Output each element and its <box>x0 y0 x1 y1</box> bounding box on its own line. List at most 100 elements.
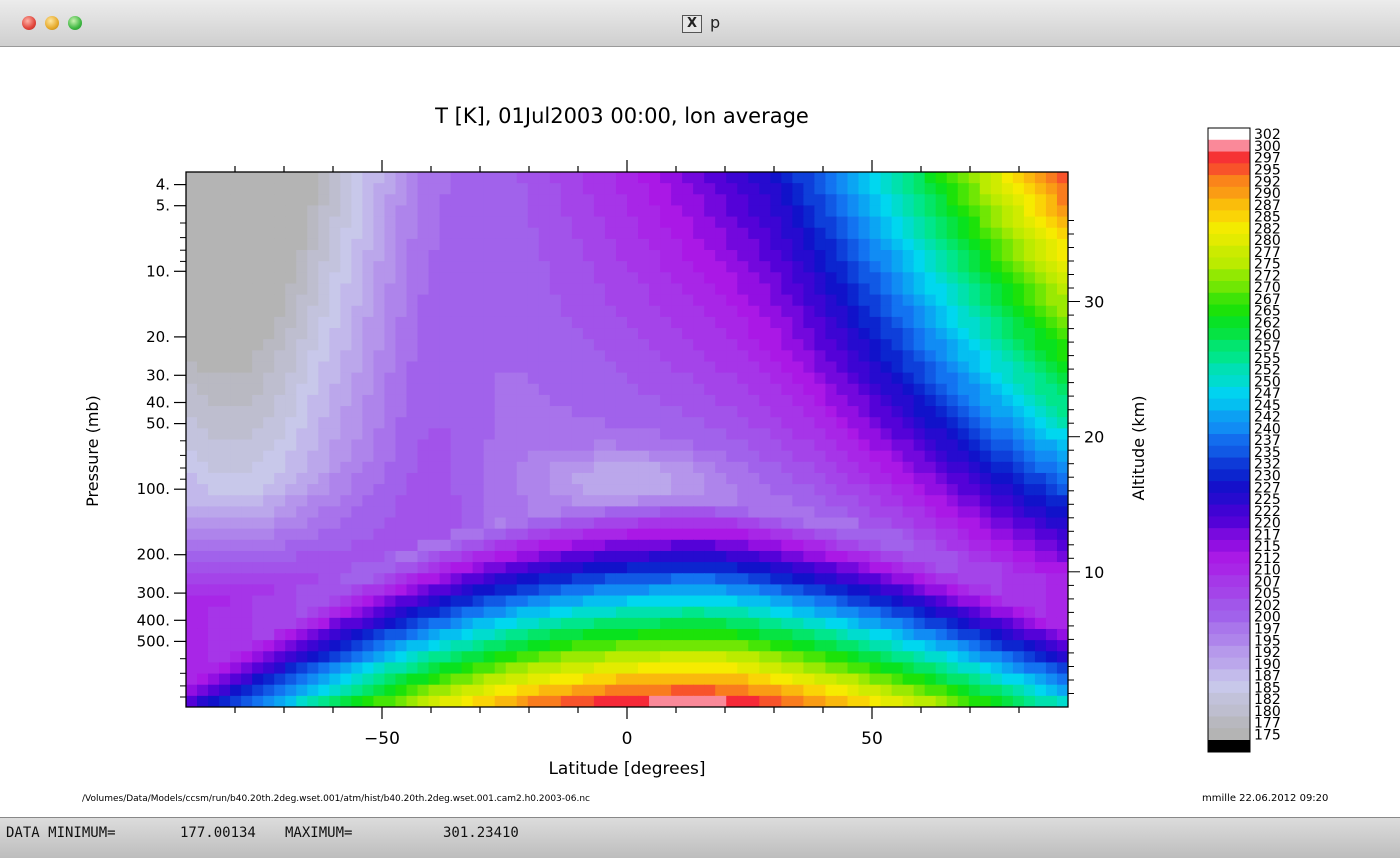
field-cell <box>208 283 220 296</box>
field-cell <box>516 662 529 675</box>
field-cell <box>318 383 330 396</box>
field-cell <box>869 684 882 697</box>
field-cell <box>847 283 860 296</box>
field-cell <box>1034 372 1047 385</box>
field-cell <box>340 495 352 507</box>
field-cell <box>461 272 474 285</box>
field-cell <box>549 439 562 452</box>
field-cell <box>538 238 551 251</box>
field-cell <box>263 272 275 285</box>
field-cell <box>307 183 319 195</box>
field-cell <box>880 183 893 195</box>
field-cell <box>946 628 959 641</box>
field-cell <box>252 205 264 218</box>
field-cell <box>527 573 540 585</box>
field-cell <box>219 305 231 318</box>
field-cell <box>538 172 551 184</box>
field-cell <box>428 350 441 363</box>
field-cell <box>792 640 805 652</box>
field-cell <box>979 562 992 574</box>
field-cell <box>891 350 904 363</box>
field-cell <box>803 238 816 251</box>
field-cell <box>770 428 782 441</box>
field-cell <box>527 528 540 541</box>
field-cell <box>682 417 694 429</box>
colorbar-swatch <box>1208 645 1250 659</box>
field-cell <box>549 684 562 697</box>
field-cell <box>516 595 529 608</box>
field-cell <box>615 406 628 418</box>
field-cell <box>571 238 584 251</box>
field-cell <box>935 640 948 652</box>
field-cell <box>461 484 474 496</box>
field-cell <box>682 227 694 240</box>
field-cell <box>649 595 661 608</box>
field-cell <box>1056 550 1068 563</box>
field-cell <box>1012 305 1025 318</box>
field-cell <box>693 439 705 452</box>
field-cell <box>737 684 749 697</box>
field-cell <box>186 450 198 463</box>
field-cell <box>682 684 694 697</box>
field-cell <box>913 283 926 296</box>
field-cell <box>296 550 308 563</box>
field-cell <box>395 406 408 418</box>
field-cell <box>395 172 408 184</box>
field-cell <box>219 328 231 340</box>
field-cell <box>880 506 893 519</box>
field-cell <box>307 316 319 329</box>
field-cell <box>968 261 981 273</box>
field-cell <box>329 528 341 541</box>
field-cell <box>880 328 893 340</box>
field-cell <box>252 528 264 541</box>
zoom-button[interactable] <box>68 16 82 30</box>
field-cell <box>880 250 893 262</box>
field-cell <box>1023 183 1036 195</box>
field-cell <box>715 539 727 552</box>
field-cell <box>726 283 738 296</box>
field-cell <box>1034 562 1047 574</box>
field-cell <box>1045 684 1058 697</box>
colorbar-label: 272 <box>1254 268 1281 284</box>
close-button[interactable] <box>22 16 36 30</box>
field-cell <box>505 294 518 307</box>
title-bar[interactable]: X p <box>0 0 1400 47</box>
field-cell <box>439 361 452 374</box>
field-cell <box>671 172 683 184</box>
field-cell <box>671 350 683 363</box>
field-cell <box>869 595 882 608</box>
minimize-button[interactable] <box>45 16 59 30</box>
field-cell <box>263 194 275 207</box>
field-cell <box>803 495 816 507</box>
field-cell <box>593 183 606 195</box>
field-cell <box>549 294 562 307</box>
field-cell <box>759 305 771 318</box>
field-cell <box>957 339 970 351</box>
field-cell <box>384 305 397 318</box>
field-cell <box>902 372 915 385</box>
field-cell <box>891 517 904 530</box>
field-cell <box>439 172 452 184</box>
field-cell <box>1045 673 1058 686</box>
field-cell <box>582 662 595 675</box>
field-cell <box>406 339 419 351</box>
field-cell <box>208 684 220 697</box>
field-cell <box>439 461 452 474</box>
field-cell <box>902 283 915 296</box>
field-cell <box>627 662 639 675</box>
field-cell <box>505 495 518 507</box>
field-cell <box>186 606 198 619</box>
field-cell <box>373 238 386 251</box>
field-cell <box>913 439 926 452</box>
field-cell <box>792 238 805 251</box>
field-cell <box>615 383 628 396</box>
field-cell <box>1023 439 1036 452</box>
field-cell <box>318 194 330 207</box>
field-cell <box>726 238 738 251</box>
field-cell <box>902 439 915 452</box>
field-cell <box>759 328 771 340</box>
field-cell <box>1034 428 1047 441</box>
field-cell <box>593 417 606 429</box>
field-cell <box>704 472 716 485</box>
field-cell <box>384 562 397 574</box>
